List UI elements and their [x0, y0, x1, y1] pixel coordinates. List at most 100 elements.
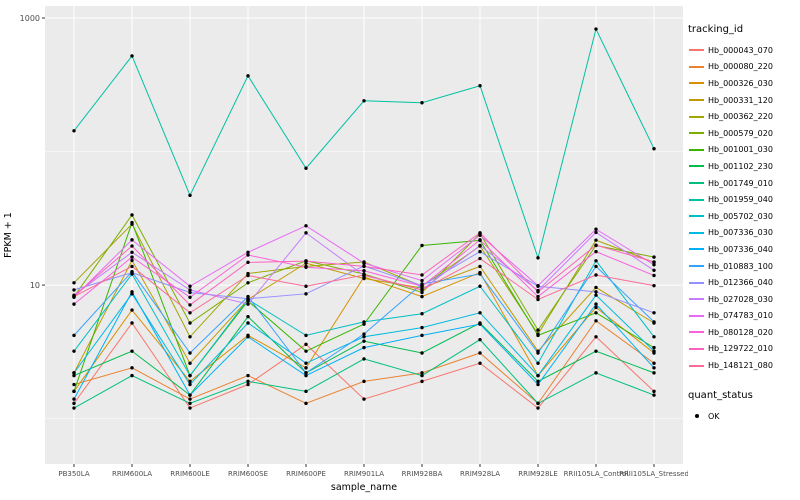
data-point — [362, 320, 366, 324]
data-point — [246, 273, 250, 278]
data-point — [536, 382, 540, 387]
data-point — [188, 284, 192, 288]
legend-item-label: Hb_010883_100 — [708, 261, 773, 271]
data-point — [536, 351, 540, 355]
data-point — [536, 406, 540, 410]
data-point — [478, 322, 482, 326]
legend-item-label: Hb_080128_020 — [708, 327, 773, 337]
data-point — [478, 337, 482, 342]
data-point — [478, 311, 482, 315]
data-point — [246, 321, 250, 325]
x-tick-label: RRIM600LA — [112, 470, 152, 478]
data-point — [536, 328, 540, 332]
data-point — [130, 220, 134, 225]
legend-item-ok: OK — [688, 408, 798, 425]
data-point — [420, 101, 424, 105]
data-point — [188, 290, 192, 295]
legend-item-label: Hb_148121_080 — [708, 361, 773, 371]
data-point — [652, 366, 656, 370]
y-axis-title: FPKM + 1 — [3, 212, 14, 258]
data-point — [420, 294, 424, 299]
data-point — [478, 84, 482, 88]
legend-item-Hb_012366_040: Hb_012366_040 — [688, 274, 798, 291]
data-point — [652, 255, 656, 259]
data-point — [304, 231, 308, 235]
data-point — [478, 361, 482, 365]
legend-item-Hb_005702_030: Hb_005702_030 — [688, 208, 798, 225]
data-point — [188, 303, 192, 307]
data-point — [478, 272, 482, 276]
data-point — [594, 227, 598, 231]
data-point — [246, 281, 250, 285]
data-point — [72, 281, 76, 285]
series-line-icon — [688, 108, 705, 125]
legend-item-label: Hb_000080_220 — [708, 62, 773, 72]
series-line-icon — [688, 75, 705, 92]
series-line-icon — [688, 241, 705, 258]
data-point — [72, 389, 76, 394]
data-point — [594, 273, 598, 277]
data-point — [188, 311, 192, 315]
data-point — [652, 147, 656, 151]
series-line-icon — [688, 158, 705, 175]
legend-item-Hb_027028_030: Hb_027028_030 — [688, 291, 798, 308]
data-point — [130, 244, 134, 248]
data-point — [246, 260, 250, 265]
legend-item-label: Hb_007336_040 — [708, 244, 773, 254]
data-point — [652, 311, 656, 315]
legend-items-tracking-id: Hb_000043_070 Hb_000080_220 Hb_000326_030 H… — [688, 42, 798, 374]
data-point — [188, 382, 192, 387]
data-point — [246, 74, 250, 78]
data-point — [478, 351, 482, 355]
data-point — [478, 249, 482, 254]
data-point — [188, 373, 192, 378]
data-point — [188, 351, 192, 355]
data-point — [246, 297, 250, 301]
data-point — [652, 393, 656, 397]
series-line-icon — [688, 307, 705, 324]
data-point — [594, 311, 598, 315]
data-point — [362, 357, 366, 361]
legend-item-Hb_007336_030: Hb_007336_030 — [688, 225, 798, 242]
data-point — [420, 278, 424, 283]
legend-item-Hb_010883_100: Hb_010883_100 — [688, 258, 798, 275]
data-point — [304, 292, 308, 296]
x-tick-label: RRII105LA_Control — [564, 470, 629, 478]
data-point — [188, 288, 192, 292]
data-point — [478, 256, 482, 261]
data-point — [536, 283, 540, 288]
data-point — [130, 373, 134, 378]
legend-item-Hb_007336_040: Hb_007336_040 — [688, 241, 798, 258]
legend-item-Hb_001959_040: Hb_001959_040 — [688, 191, 798, 208]
legend-item-label: Hb_001001_030 — [708, 145, 773, 155]
data-point — [420, 290, 424, 295]
data-point — [72, 397, 76, 401]
data-point — [652, 263, 656, 267]
data-point — [478, 284, 482, 288]
data-point — [188, 401, 192, 406]
data-point — [536, 294, 540, 299]
series-line-icon — [688, 191, 705, 208]
data-point — [246, 253, 250, 257]
data-point — [72, 382, 76, 387]
data-point — [130, 290, 134, 294]
data-point — [594, 238, 598, 242]
data-point — [652, 260, 656, 264]
data-point — [130, 308, 134, 312]
legend-item-label: Hb_000326_030 — [708, 78, 773, 88]
series-line-icon — [688, 274, 705, 291]
data-point — [420, 284, 424, 288]
data-point — [188, 406, 192, 410]
series-line-icon — [688, 340, 705, 357]
data-point — [246, 250, 250, 254]
legend-item-label: Hb_001749_010 — [708, 178, 773, 188]
data-point — [188, 361, 192, 365]
legend-item-label: Hb_000362_220 — [708, 112, 773, 122]
data-point — [594, 335, 598, 339]
y-tick-label: 10 — [30, 281, 40, 290]
data-point — [362, 339, 366, 343]
data-point — [188, 379, 192, 384]
series-line-icon — [688, 208, 705, 225]
data-point — [420, 288, 424, 292]
data-point — [304, 361, 308, 365]
